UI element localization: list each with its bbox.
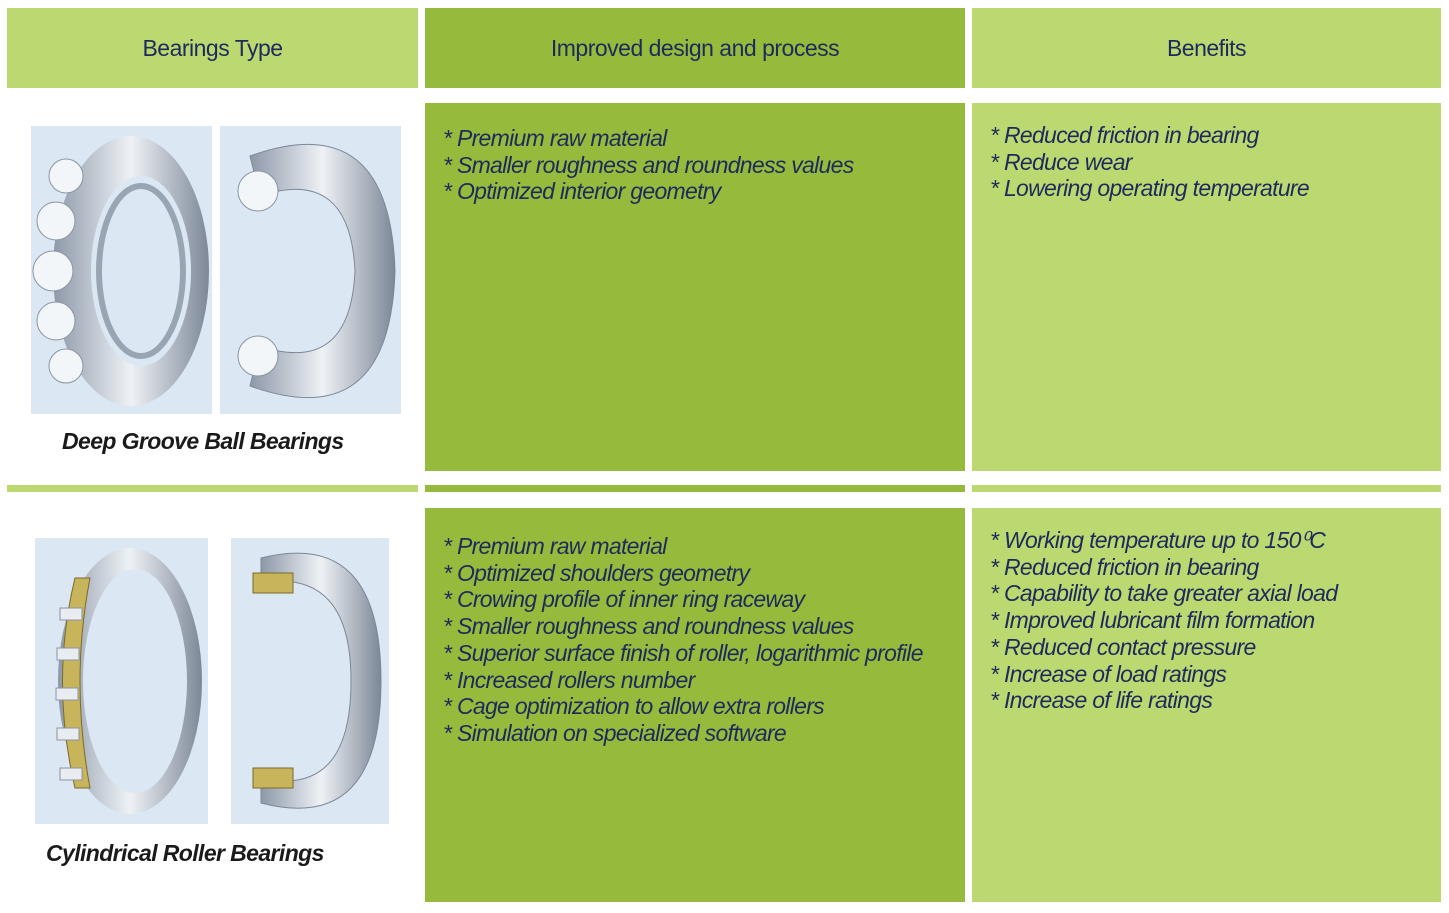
list-item: * Optimized interior geometry — [443, 178, 721, 205]
list-item: * Capability to take greater axial load — [990, 580, 1338, 607]
improvements-cell: * Premium raw material * Optimized should… — [425, 508, 965, 902]
list-item: * Increased rollers number — [443, 666, 695, 693]
list-item: * Reduce wear — [990, 148, 1132, 175]
list-item: * Reduced friction in bearing — [990, 122, 1259, 148]
improvements-cell: * Premium raw material * Smaller roughnes… — [425, 103, 965, 471]
list-item: * Premium raw material — [443, 533, 667, 559]
benefits-cell: * Reduced friction in bearing * Reduce we… — [972, 103, 1441, 471]
bearing-name: Cylindrical Roller Bearings — [46, 840, 324, 866]
ball-bearing-image — [220, 126, 401, 414]
benefits-cell: * Working temperature up to 150⁰C * Reduc… — [972, 508, 1441, 902]
list-item: * Smaller roughness and roundness values — [443, 151, 854, 178]
header-text: Bearings Type — [142, 34, 283, 61]
list-item: * Optimized shoulders geometry — [443, 559, 750, 586]
list-item: * Superior surface finish of roller, log… — [443, 639, 924, 666]
list-item: * Improved lubricant film formation — [990, 607, 1315, 634]
list-item: * Lowering operating temperature — [990, 175, 1310, 202]
list-item: * Increase of life ratings — [990, 687, 1213, 714]
header-text: Benefits — [1166, 34, 1247, 61]
list-item: * Reduced friction in bearing — [990, 553, 1259, 580]
list-item: * Working temperature up to 150⁰C — [990, 527, 1326, 553]
list-item: * Cage optimization to allow extra rolle… — [443, 693, 825, 720]
separator — [425, 485, 965, 492]
list-item: * Reduced contact pressure — [990, 633, 1256, 660]
header-cell: Bearings Type — [7, 8, 418, 88]
header-cell: Improved design and process — [425, 8, 965, 88]
roller-bearing-image — [35, 538, 208, 824]
list-item: * Smaller roughness and roundness values — [443, 613, 854, 640]
separator — [972, 485, 1441, 492]
header-cell: Benefits — [972, 8, 1441, 88]
list-item: * Premium raw material — [443, 125, 667, 151]
roller-bearing-image — [231, 538, 389, 824]
list-item: * Increase of load ratings — [990, 660, 1227, 687]
bearing-name: Deep Groove Ball Bearings — [62, 428, 344, 454]
list-item: * Simulation on specialized software — [443, 719, 787, 746]
ball-bearing-image — [31, 126, 212, 414]
header-text: Improved design and process — [550, 34, 840, 61]
list-item: * Crowing profile of inner ring raceway — [443, 586, 805, 613]
separator — [7, 485, 418, 492]
